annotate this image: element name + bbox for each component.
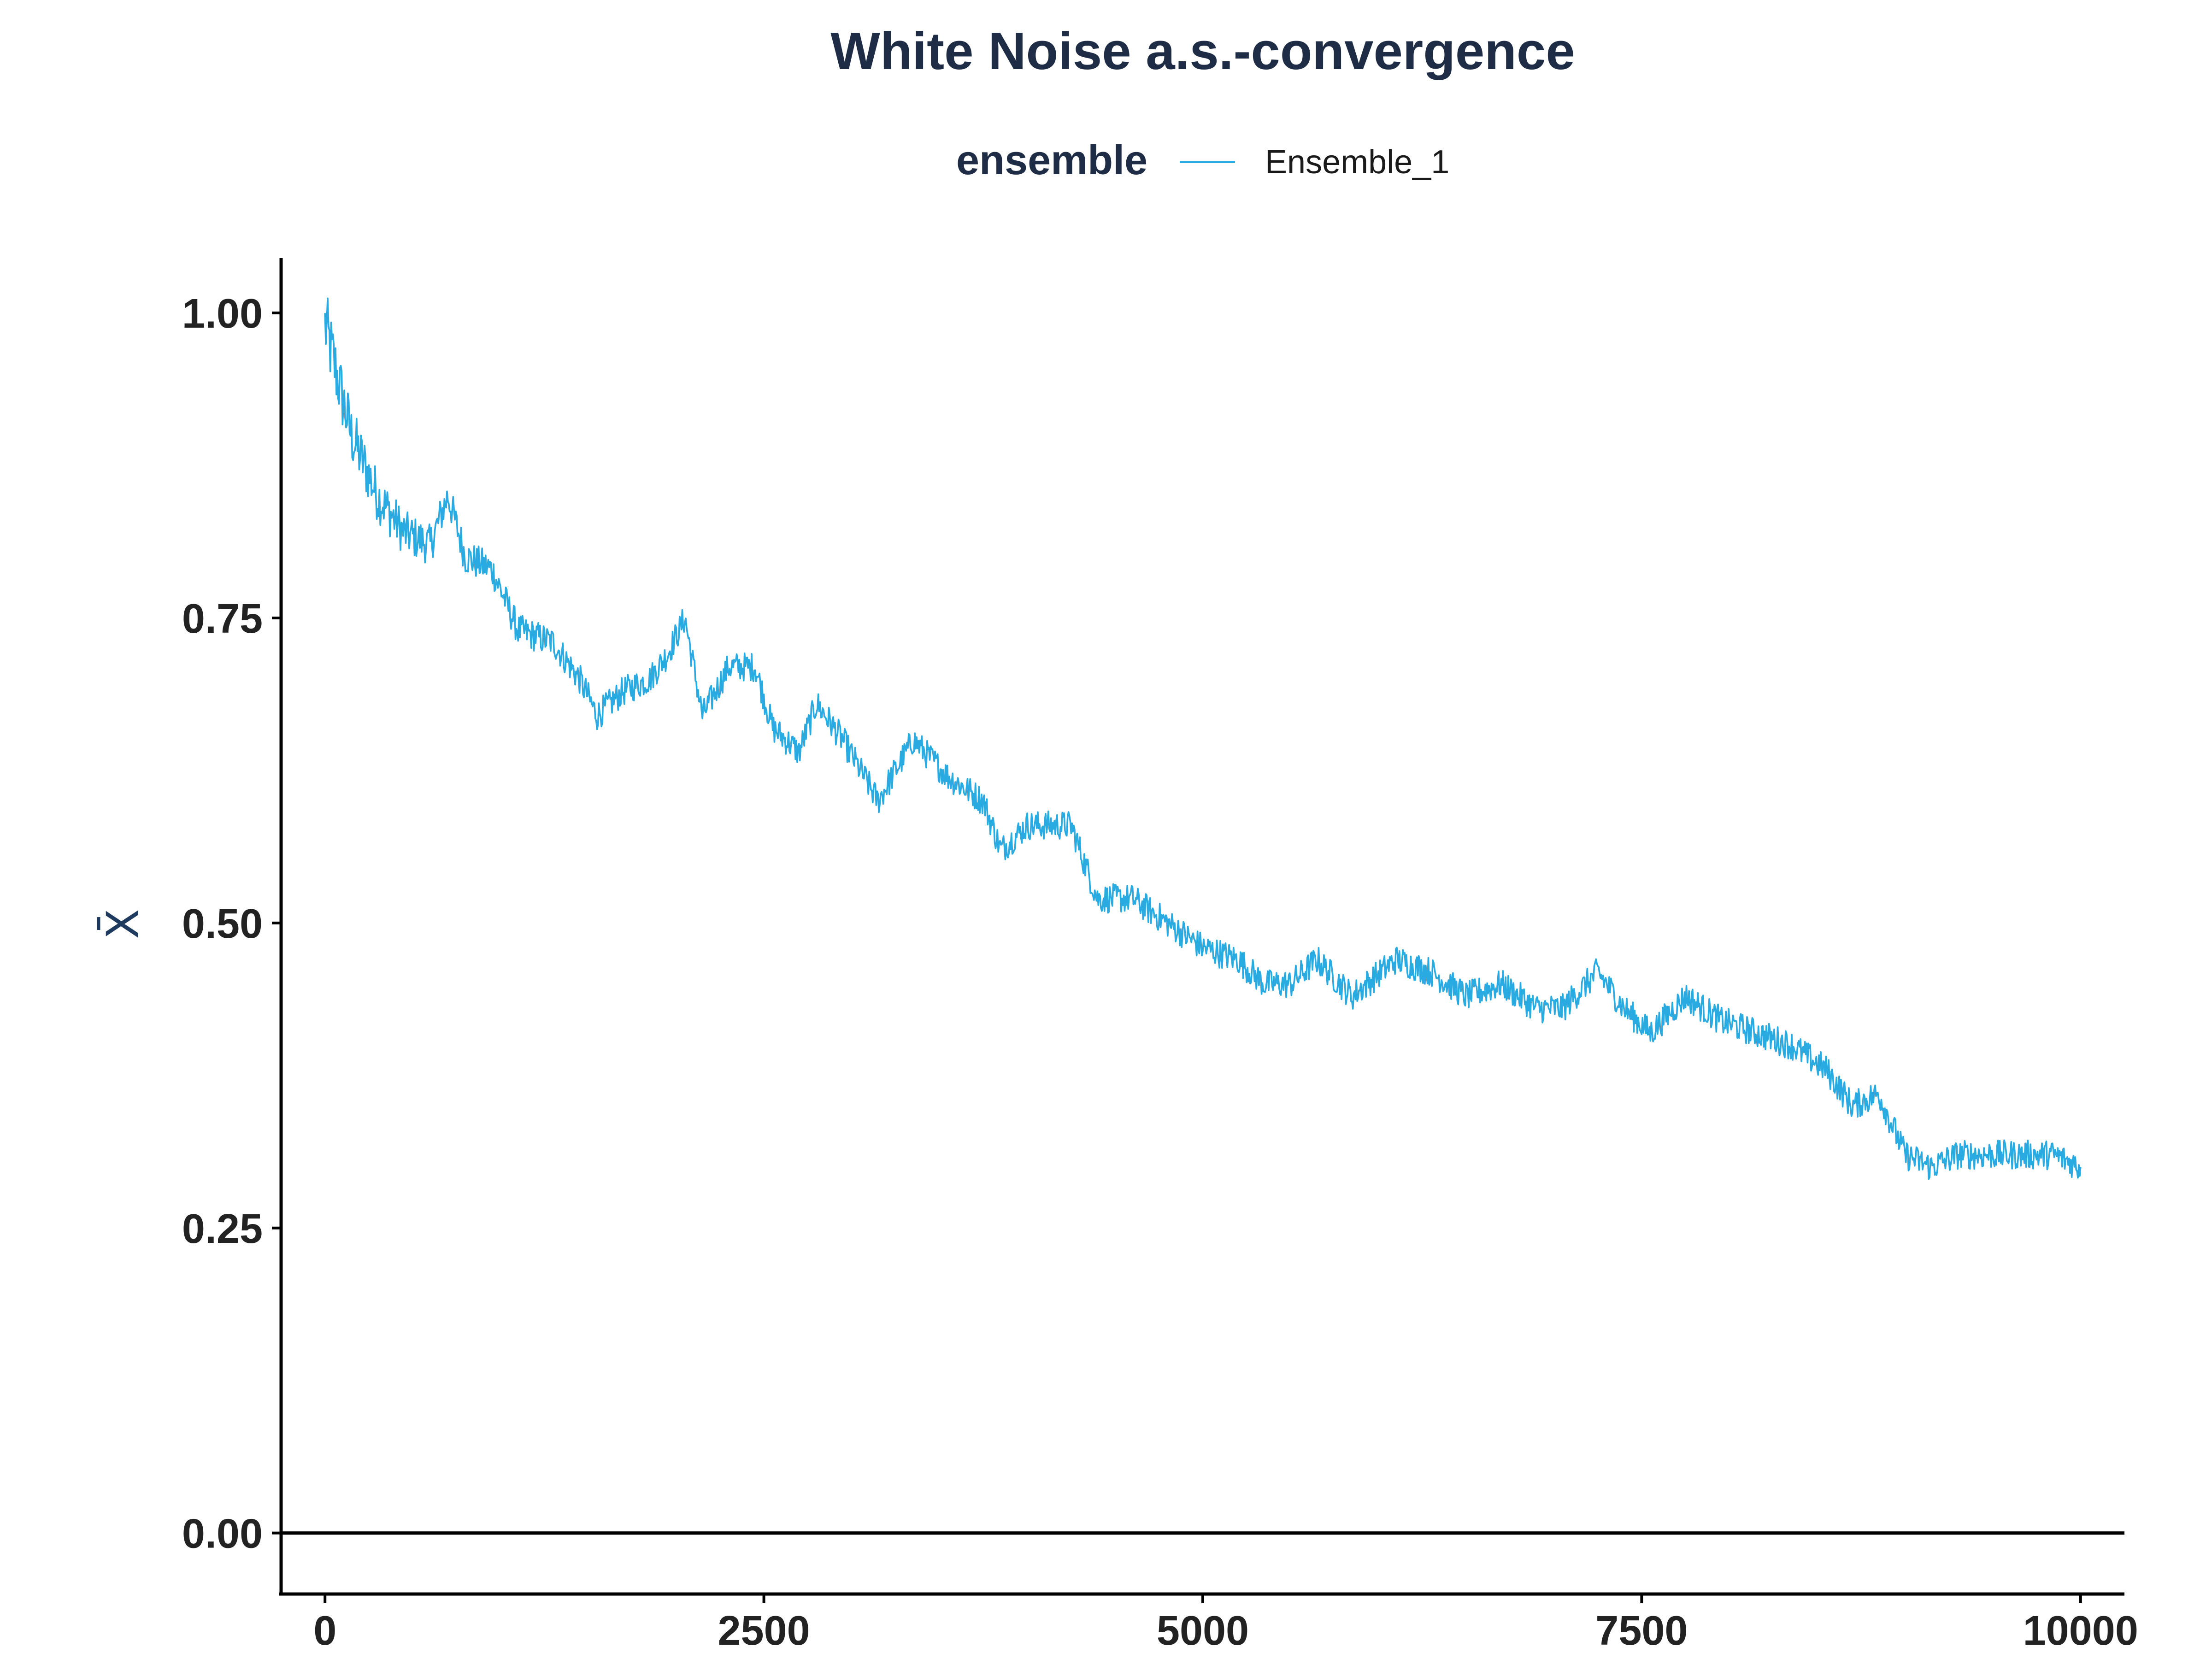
x-ticks: 0 2500 5000 7500 10000	[313, 1594, 2138, 1654]
x-tick-label: 5000	[1157, 1608, 1249, 1654]
x-tick-label: 7500	[1595, 1608, 1688, 1654]
series-line-ensemble-1	[324, 297, 2082, 1180]
y-tick-label: 0.00	[182, 1511, 263, 1557]
y-tick-label: 0.25	[182, 1206, 263, 1252]
y-axis-label: X̄	[97, 909, 149, 939]
plot-area: 0.00 0.25 0.50 0.75 1.00 0 2500 5000 7500 10000	[182, 258, 2138, 1654]
y-tick-label: 1.00	[182, 291, 263, 337]
y-tick-label: 0.50	[182, 901, 263, 947]
x-tick-label: 2500	[718, 1608, 810, 1654]
legend-title: ensemble	[956, 137, 1147, 183]
y-ticks: 0.00 0.25 0.50 0.75 1.00	[182, 291, 281, 1557]
legend-label-ensemble-1: Ensemble_1	[1265, 144, 1449, 181]
chart-title: White Noise a.s.-convergence	[830, 22, 1575, 81]
y-tick-label: 0.75	[182, 596, 263, 642]
legend: ensemble Ensemble_1	[956, 137, 1449, 183]
x-tick-label: 0	[313, 1608, 336, 1654]
x-tick-label: 10000	[2023, 1608, 2138, 1654]
